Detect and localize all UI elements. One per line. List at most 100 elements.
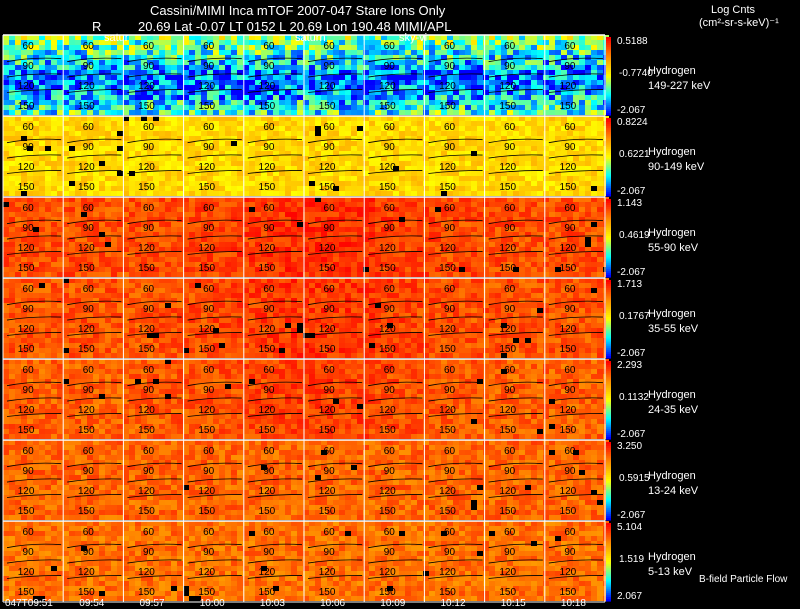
heatmap-cell — [537, 35, 543, 40]
heatmap-cell — [111, 176, 117, 181]
heatmap-cell — [27, 55, 33, 60]
heatmap-cell — [51, 237, 57, 242]
heatmap-cell — [321, 247, 327, 252]
colorbar-segment — [606, 83, 611, 87]
heatmap-cell — [267, 202, 273, 207]
heatmap-cell — [345, 45, 351, 50]
heatmap-cell — [375, 176, 381, 181]
heatmap-cell — [393, 55, 399, 60]
heatmap-cell — [81, 100, 87, 105]
heatmap-cell — [243, 126, 249, 131]
heatmap-cell — [87, 156, 93, 161]
heatmap-cell — [237, 90, 243, 95]
heatmap-cell — [501, 252, 507, 257]
heatmap-cell — [429, 267, 435, 272]
heatmap-cell — [333, 105, 339, 110]
heatmap-cell — [519, 45, 525, 50]
heatmap-cell — [171, 146, 177, 151]
heatmap-cell — [99, 100, 105, 105]
heatmap-cell — [165, 141, 171, 146]
heatmap-cell — [57, 207, 63, 212]
heatmap-cell — [423, 80, 429, 85]
heatmap-cell — [489, 131, 495, 136]
heatmap-cell — [69, 166, 75, 171]
heatmap-cell — [237, 267, 243, 272]
heatmap-cell — [525, 176, 531, 181]
heatmap-cell — [507, 242, 513, 247]
heatmap-cell — [33, 146, 39, 151]
heatmap-cell — [447, 176, 453, 181]
heatmap-cell — [507, 110, 513, 115]
heatmap-cell — [321, 40, 327, 45]
heatmap-cell — [423, 75, 429, 80]
heatmap-cell — [63, 186, 69, 191]
heatmap-cell — [453, 247, 459, 252]
heatmap-cell — [411, 60, 417, 65]
heatmap-cell — [165, 181, 171, 186]
heatmap-cell — [423, 247, 429, 252]
heatmap-cell — [591, 212, 597, 217]
heatmap-cell — [513, 181, 519, 186]
heatmap-cell — [267, 40, 273, 45]
heatmap-cell — [555, 257, 561, 262]
heatmap-cell — [585, 110, 591, 115]
heatmap-cell — [273, 207, 279, 212]
heatmap-cell — [231, 141, 237, 146]
heatmap-cell — [117, 110, 123, 115]
heatmap-cell — [537, 161, 543, 166]
heatmap-cell — [585, 116, 591, 121]
heatmap-cell — [339, 252, 345, 257]
heatmap-cell — [585, 217, 591, 222]
heatmap-cell — [9, 166, 15, 171]
heatmap-cell — [195, 207, 201, 212]
heatmap-cell — [99, 35, 105, 40]
heatmap-cell — [447, 126, 453, 131]
heatmap-cell — [243, 176, 249, 181]
heatmap-cell — [285, 247, 291, 252]
heatmap-cell — [225, 267, 231, 272]
heatmap-cell — [567, 105, 573, 110]
heatmap-cell — [513, 237, 519, 242]
heatmap-cell — [141, 105, 147, 110]
heatmap-cell — [117, 126, 123, 131]
heatmap-cell — [309, 75, 315, 80]
heatmap-cell — [111, 65, 117, 70]
heatmap-cell — [255, 131, 261, 136]
heatmap-cell — [45, 217, 51, 222]
heatmap-cell — [411, 257, 417, 262]
heatmap-cell — [213, 141, 219, 146]
heatmap-cell — [501, 136, 507, 141]
heatmap-cell — [45, 166, 51, 171]
heatmap-cell — [57, 186, 63, 191]
heatmap-cell — [27, 40, 33, 45]
heatmap-cell — [21, 70, 27, 75]
heatmap-cell — [555, 156, 561, 161]
heatmap-cell — [177, 85, 183, 90]
heatmap-cell — [315, 197, 321, 202]
heatmap-cell — [363, 186, 369, 191]
heatmap-cell — [387, 95, 393, 100]
heatmap-cell — [267, 197, 273, 202]
heatmap-cell — [213, 232, 219, 237]
heatmap-cell — [225, 50, 231, 55]
heatmap-cell — [69, 105, 75, 110]
heatmap-cell — [9, 202, 15, 207]
heatmap-cell — [81, 90, 87, 95]
heatmap-cell — [195, 116, 201, 121]
heatmap-cell — [15, 237, 21, 242]
heatmap-cell — [573, 105, 579, 110]
heatmap-cell — [93, 191, 99, 196]
heatmap-cell — [309, 65, 315, 70]
heatmap-cell — [513, 227, 519, 232]
heatmap-cell — [411, 55, 417, 60]
heatmap-cell — [21, 85, 27, 90]
heatmap-cell — [471, 146, 477, 151]
heatmap-cell — [447, 95, 453, 100]
heatmap-cell — [21, 100, 27, 105]
heatmap-cell — [465, 100, 471, 105]
colorbar-segment — [606, 37, 611, 40]
heatmap-cell — [363, 141, 369, 146]
heatmap-cell — [237, 217, 243, 222]
heatmap-cell — [177, 161, 183, 166]
heatmap-cell — [501, 116, 507, 121]
